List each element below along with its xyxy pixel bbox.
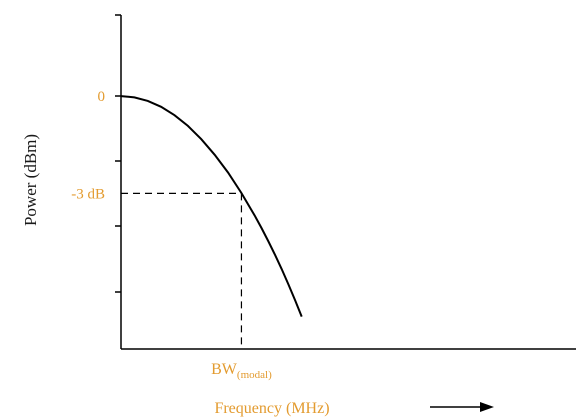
y-axis-label: Power (dBm) [21,134,40,226]
bandwidth-label-base: BW [211,361,238,378]
power-curve [120,95,303,317]
bandwidth-label: BW(modal) [211,361,272,381]
x-axis-label: Frequency (MHz) [214,400,329,417]
y-tick-label-0: 0 [98,89,106,105]
frequency-arrow [430,402,494,412]
y-tick-label-minus-3db: -3 dB [71,186,105,202]
bandwidth-label-subscript: (modal) [237,369,272,381]
axes [115,14,576,350]
bw-guide-lines [121,192,243,349]
frequency-arrow-head [480,402,494,412]
